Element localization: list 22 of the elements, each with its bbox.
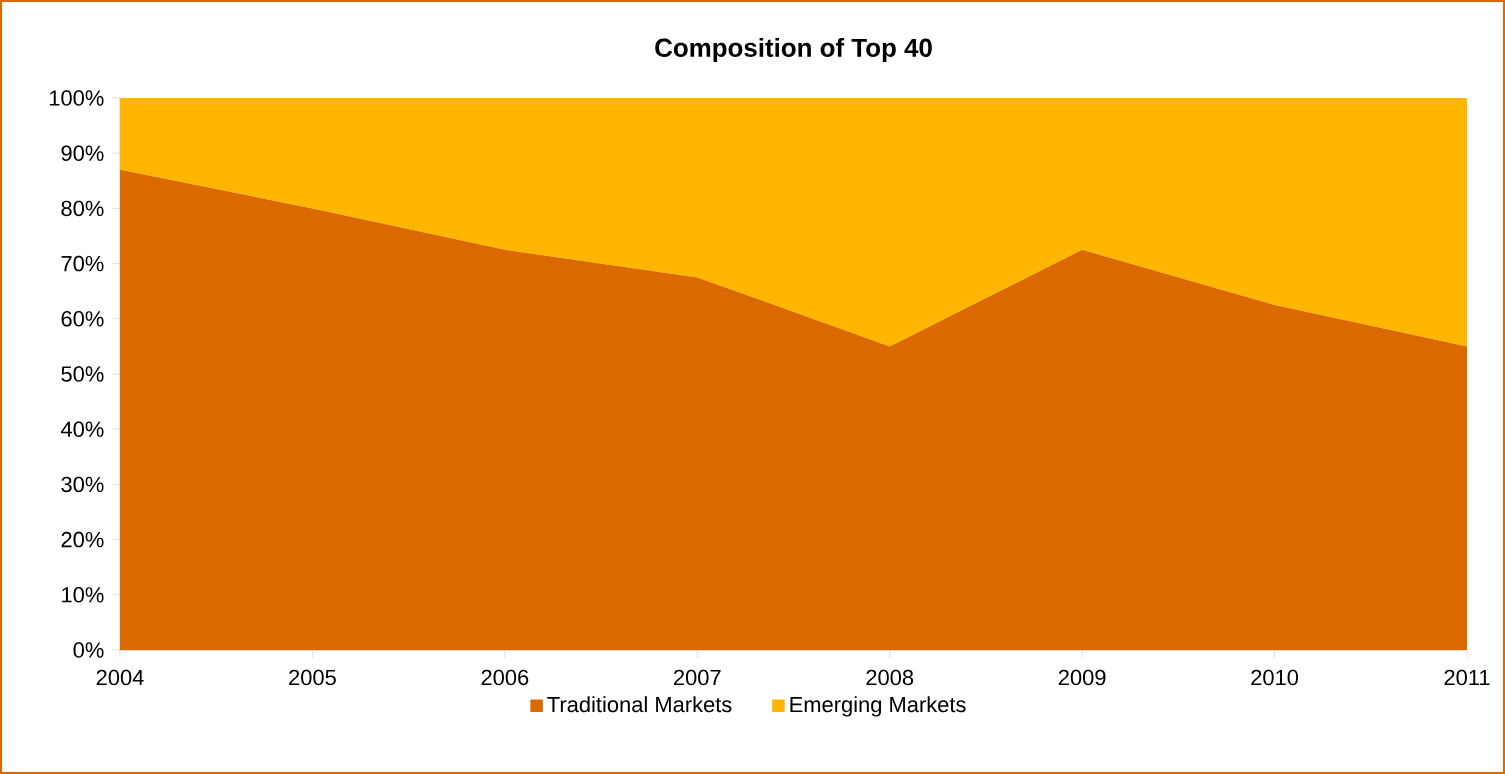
x-tick-label: 2010: [1251, 669, 1299, 686]
y-tick-label: 90%: [61, 145, 104, 161]
x-tick-label: 2007: [674, 669, 721, 686]
chart-title: Composition of Top 40: [655, 37, 932, 63]
x-tick-label: 2005: [289, 669, 336, 686]
y-tick-label: 80%: [61, 200, 104, 217]
y-tick-label: 70%: [61, 255, 104, 272]
y-tick-label: 0%: [73, 642, 104, 658]
legend-label: Emerging Markets: [790, 696, 966, 717]
y-tick-label: 10%: [62, 587, 104, 603]
x-tick-label: 2006: [481, 669, 529, 686]
y-tick-label: 50%: [61, 366, 104, 382]
y-tick-label: 40%: [60, 421, 104, 437]
legend-label: Traditional Markets: [547, 696, 732, 713]
y-tick-label: 60%: [61, 311, 104, 327]
y-tick-label: 20%: [61, 531, 104, 548]
y-tick-label: 100%: [49, 90, 104, 106]
x-tick-label: 2011: [1444, 669, 1490, 686]
x-tick-label: 2004: [96, 669, 144, 686]
x-tick-label: 2009: [1058, 669, 1106, 686]
y-tick-label: 30%: [61, 476, 104, 493]
x-tick-label: 2008: [866, 669, 914, 686]
